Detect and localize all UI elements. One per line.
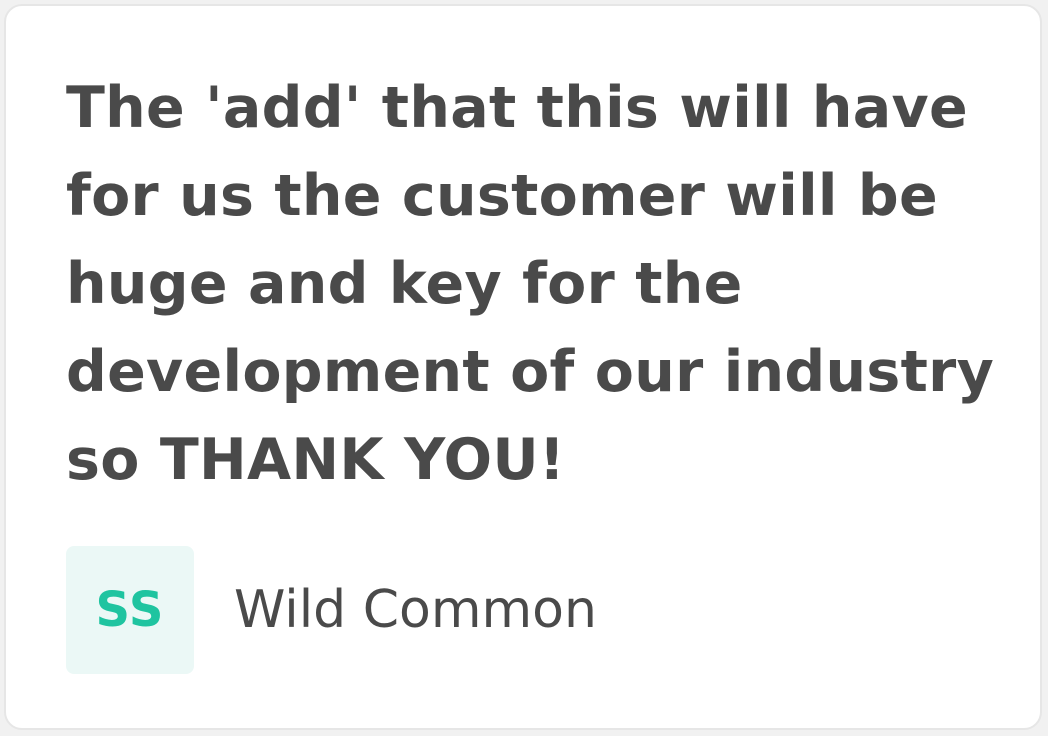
avatar-initials: SS [95,582,165,638]
quote-line: so THANK YOU! [66,427,566,493]
quote-line: The 'add' that this will have [66,75,968,141]
quote-line: huge and key for the [66,251,743,317]
quote-line: development of our industry [66,339,995,405]
testimonial-card: The 'add' that this will have for us the… [4,4,1042,730]
quote-line: for us the customer will be [66,163,938,229]
testimonial-author: SS Wild Common [66,546,597,674]
author-name: Wild Common [234,580,597,640]
avatar: SS [66,546,194,674]
testimonial-quote: The 'add' that this will have for us the… [66,64,995,504]
